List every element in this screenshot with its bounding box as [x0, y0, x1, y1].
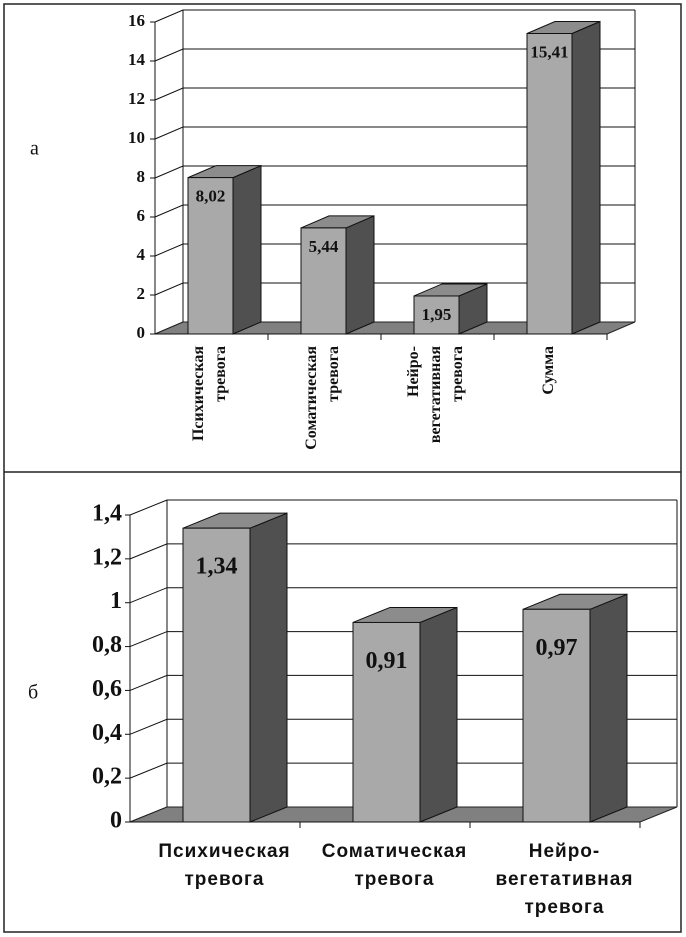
y-tick-label: 0,6 [92, 676, 122, 702]
bar-side [589, 593, 628, 823]
value-label: 0,91 [366, 648, 408, 674]
grid-line [154, 48, 635, 62]
value-label: 1,95 [422, 305, 452, 324]
grid-line [129, 543, 677, 560]
y-tick-label: 0 [137, 323, 146, 342]
x-tick-label: тревога [449, 346, 466, 402]
value-label: 8,02 [196, 187, 226, 206]
grid-line [154, 165, 635, 179]
y-tick-label: 0,8 [92, 632, 122, 658]
bar [182, 527, 251, 823]
y-tick-label: 1 [110, 588, 122, 614]
bar [187, 177, 234, 335]
x-tick-label: тревога [355, 869, 435, 890]
x-tick-label: тревога [212, 346, 229, 402]
bar-side [249, 512, 288, 823]
bar-side [419, 606, 458, 823]
x-tick-label: Соматическая [303, 346, 320, 450]
value-label: 15,41 [530, 42, 568, 61]
frame [3, 3, 682, 933]
bar [413, 295, 460, 335]
panel-label: б [28, 682, 38, 704]
x-tick-label: Сумма [540, 346, 557, 395]
grid-line [129, 499, 677, 516]
grid-line [154, 87, 635, 101]
bar [522, 608, 591, 823]
grid-line [154, 9, 635, 23]
bar-side [232, 164, 262, 335]
x-tick-label: Психическая [190, 346, 207, 441]
bar [300, 227, 347, 335]
x-tick-label: вегетативная [427, 346, 444, 443]
grid-line [129, 674, 677, 691]
panel-label: а [30, 138, 39, 160]
y-tick-label: 4 [137, 245, 146, 264]
grid-line [129, 762, 677, 779]
x-tick-label: Нейро- [529, 841, 601, 862]
grid-line [129, 718, 677, 735]
y-tick-label: 0,2 [92, 764, 122, 790]
value-label: 1,34 [196, 554, 238, 580]
y-tick-label: 10 [128, 128, 145, 147]
bar-side [571, 20, 601, 335]
x-tick-label: Психическая [158, 841, 290, 862]
x-tick-label: вегетативная [496, 869, 634, 890]
y-tick-label: 0 [110, 808, 122, 834]
grid-line [154, 243, 635, 257]
x-tick-label: тревога [185, 869, 265, 890]
bar-side [345, 215, 375, 335]
y-tick-label: 12 [128, 89, 145, 108]
bar [526, 33, 573, 335]
y-tick-label: 1,4 [92, 501, 122, 527]
bar [352, 621, 421, 823]
value-label: 5,44 [309, 237, 339, 256]
x-tick-label: тревога [525, 897, 605, 918]
x-tick-label: Соматическая [322, 841, 468, 862]
x-tick-label: Нейро- [405, 346, 422, 397]
y-tick-label: 1,2 [92, 544, 122, 570]
x-tick-label: тревога [325, 346, 342, 402]
y-tick-label: 8 [137, 167, 146, 186]
y-tick-label: 6 [137, 206, 146, 225]
grid-line [129, 631, 677, 648]
grid-line [154, 204, 635, 218]
grid-line [154, 126, 635, 140]
y-tick-label: 14 [128, 50, 146, 69]
grid-line [154, 282, 635, 296]
value-label: 0,97 [536, 635, 578, 661]
grid-line [129, 587, 677, 604]
y-tick-label: 2 [137, 284, 146, 303]
y-tick-label: 16 [128, 11, 145, 30]
y-tick-label: 0,4 [92, 720, 122, 746]
